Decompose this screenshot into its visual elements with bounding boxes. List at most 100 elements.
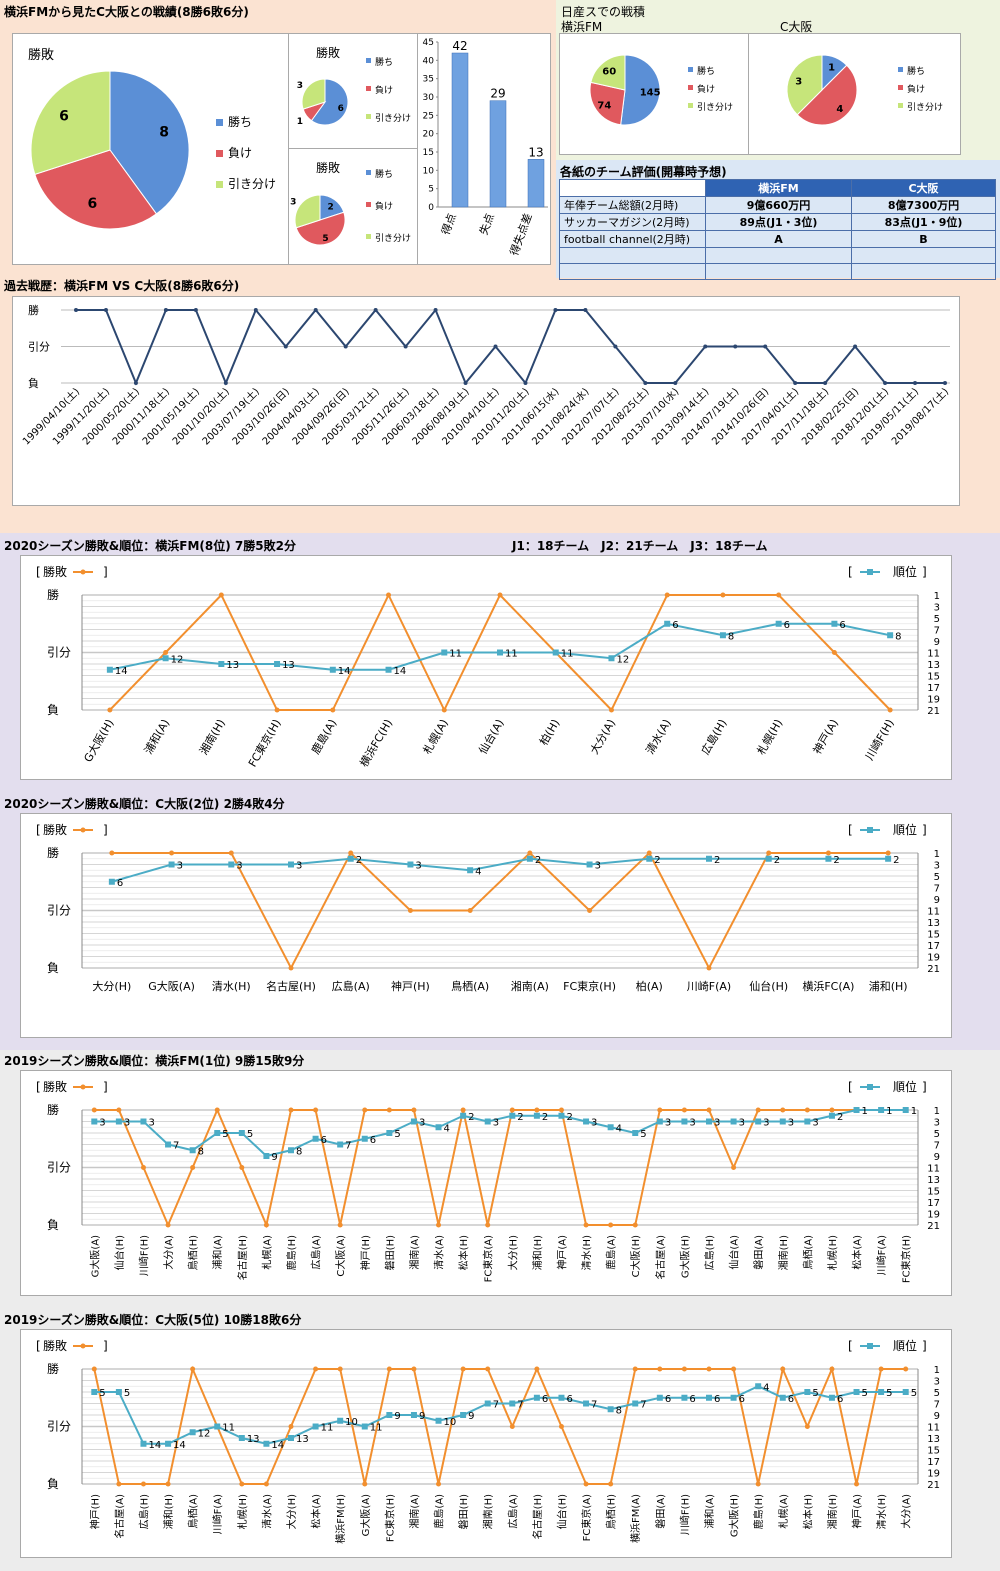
season_d-legend-rank-marker: [867, 1343, 873, 1349]
season_a-rank-point: [329, 666, 336, 673]
season_d-legend-bracket: ]: [922, 1339, 927, 1353]
season_c-rank-label: 3: [148, 1118, 154, 1129]
season_a-result-point: [330, 707, 336, 713]
season_d-result-point: [91, 1366, 97, 1372]
season_c-category: 清水(H): [580, 1235, 593, 1270]
overall-pie-label: 8: [159, 124, 169, 140]
season_d-rank-point: [238, 1435, 245, 1441]
overall-pie-label: 6: [59, 109, 69, 125]
season_c-legend-wl: 勝敗: [43, 1079, 67, 1094]
history-point: [373, 308, 378, 312]
season_c-category: 大分(A): [162, 1235, 175, 1270]
season_d-rank-point: [878, 1389, 885, 1395]
history-point: [163, 308, 168, 312]
season_d-wl-label: 負: [47, 1477, 59, 1491]
season_c-result-point: [509, 1107, 515, 1113]
season_a-category: 大分(A): [587, 717, 618, 757]
season_c-rank-tick: 3: [934, 1118, 940, 1129]
season_c-category: G大阪(H): [678, 1235, 691, 1278]
season_c-rank-label: 3: [763, 1118, 769, 1129]
season_b-result-point: [527, 850, 533, 856]
season_d-rank-tick: 7: [934, 1400, 940, 1411]
season_a-rank-tick: 1: [934, 591, 940, 602]
season_a-rank-tick: 5: [934, 614, 940, 625]
overall-pie-slice: [30, 70, 111, 176]
nissan-yfm-legend-text: 負け: [697, 83, 715, 95]
season_d-legend-wl: 勝敗: [43, 1338, 67, 1353]
season_a-category: 仙台(A): [475, 717, 506, 757]
season_c-category: 名古屋(A): [654, 1235, 667, 1280]
season_a-category: 清水(A): [643, 717, 673, 757]
season_c-rank-point: [804, 1118, 811, 1125]
season_c-rank-line: [94, 1109, 906, 1158]
season_d-rank-label: 6: [689, 1394, 695, 1405]
season_d-result-point: [608, 1481, 614, 1487]
away-pie-slice: [295, 211, 346, 246]
goals-category: 得点: [439, 212, 459, 237]
season_c-rank-label: 3: [812, 1118, 818, 1129]
season_b-result-point: [407, 908, 413, 913]
season_c-rank-tick: 5: [934, 1129, 940, 1140]
season_d-category: 松本(A): [310, 1494, 323, 1529]
season_a-category: 鹿島(A): [308, 717, 339, 757]
season_d-rank-label: 6: [566, 1394, 572, 1405]
season_c-category: 大分(H): [506, 1235, 519, 1270]
away-pie-legend-key: [366, 234, 371, 239]
season_b-rank-tick: 19: [927, 953, 940, 964]
season_b-category: 鳥栖(A): [451, 979, 489, 993]
history-point: [463, 381, 468, 385]
season_d-rank-label: 11: [370, 1423, 383, 1434]
goals-bar: [527, 159, 545, 208]
overall-pie-slice: [34, 149, 158, 230]
season_a-rank-point: [385, 666, 392, 673]
season_c-rank-point: [878, 1107, 885, 1113]
goals-tick: 0: [428, 203, 434, 213]
season_b-result-line: [111, 851, 889, 971]
season_a-rank-label: 12: [171, 654, 184, 665]
history-ylabel: 引分: [28, 340, 50, 354]
season_c-rank-point: [533, 1112, 540, 1119]
season_a-rank-tick: 15: [927, 672, 940, 683]
season_d-result-point: [509, 1424, 515, 1429]
season_c-rank-point: [140, 1118, 147, 1125]
goals-bar-panel: [417, 33, 551, 265]
season_c-rank-label: 1: [911, 1106, 917, 1117]
season_c-rank-point: [165, 1141, 172, 1148]
nissan-yfm-pie-label: 145: [640, 88, 661, 99]
season_c-result-point: [362, 1107, 368, 1113]
season_c-rank-point: [828, 1112, 835, 1119]
nissan-co-legend-key: [898, 85, 903, 90]
season_c-category: 仙台(A): [728, 1235, 741, 1270]
season_c-result-point: [263, 1222, 269, 1228]
season_b-result-point: [825, 850, 831, 856]
season_d-rank-label: 6: [542, 1394, 548, 1405]
season_b-rank-point: [586, 861, 593, 868]
season_a-rank-label: 6: [672, 620, 678, 631]
season_c-category: FC東京(A): [482, 1235, 495, 1282]
home-pie-slice: [310, 78, 349, 126]
season_d-result-line: [93, 1365, 906, 1485]
season_b-category: 横浜FC(A): [802, 979, 854, 993]
season_c-rank-label: 7: [345, 1141, 351, 1152]
season_d-rank-label: 6: [837, 1394, 843, 1405]
season_d-result-point: [632, 1366, 638, 1372]
nissan-yfm-pie-slice: [620, 54, 661, 126]
season_a-rank-label: 13: [282, 660, 295, 671]
season_b-rank-point: [467, 867, 474, 874]
season-b-panel: [20, 813, 952, 1038]
season_a-result-point: [831, 650, 837, 655]
home-pie-slice: [301, 78, 326, 110]
season_c-result-point: [804, 1107, 810, 1113]
season_c-rank-point: [779, 1118, 786, 1125]
season_a-legend-bracket: [: [848, 565, 853, 579]
season-c-title: 2019シーズン勝敗&順位：横浜FM(1位) 9勝15敗9分: [4, 1054, 305, 1068]
home-pie-label: 1: [297, 117, 303, 127]
season_c-rank-point: [460, 1112, 467, 1119]
season_d-category: 鳥栖(A): [187, 1494, 200, 1529]
season_b-legend-rank: 順位: [893, 822, 917, 837]
season_c-category: 湘南(A): [408, 1235, 421, 1270]
season_d-rank-label: 12: [198, 1428, 211, 1439]
season_d-rank-label: 5: [124, 1388, 130, 1399]
away-pie-legend-key: [366, 170, 371, 175]
season_b-category: 大分(H): [92, 979, 131, 993]
